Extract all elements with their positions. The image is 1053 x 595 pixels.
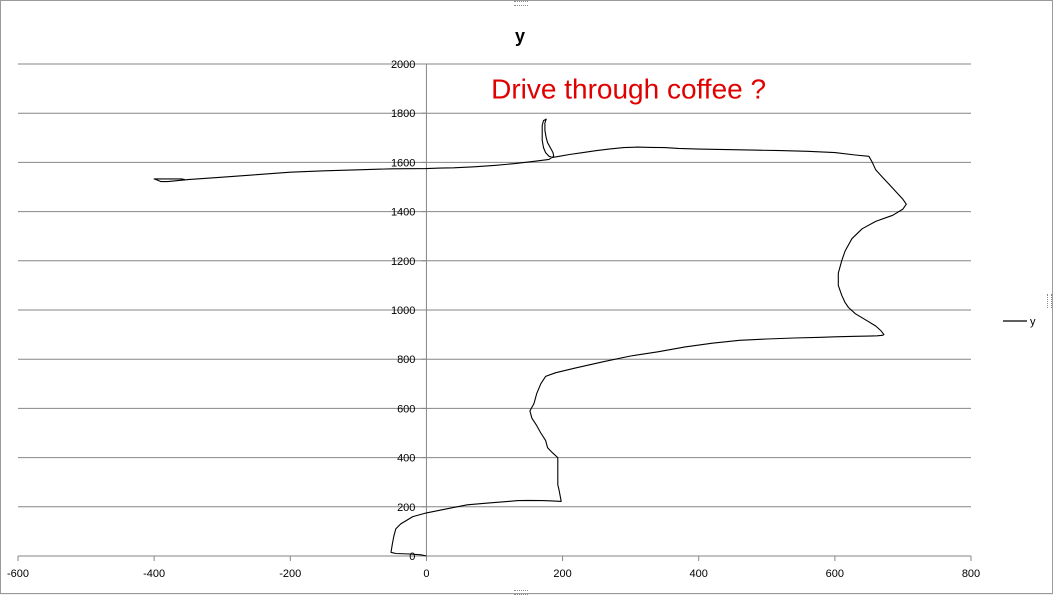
y-tick-label-800: 800 — [397, 354, 415, 366]
y-tick-label-1000: 1000 — [391, 305, 415, 317]
y-tick-label-1200: 1200 — [391, 256, 415, 268]
annotation-text: Drive through coffee ? — [491, 73, 766, 104]
axes — [17, 63, 972, 561]
x-tick-label-600: 600 — [826, 568, 844, 580]
legend[interactable]: y — [1003, 316, 1036, 328]
y-tick-label-1400: 1400 — [391, 207, 415, 219]
x-tick-label-200: 200 — [553, 568, 571, 580]
tick-labels: 0200400600800100012001400160018002000-60… — [7, 59, 980, 580]
legend-label: y — [1030, 316, 1036, 328]
chart-title: y — [515, 26, 525, 46]
y-tick-label-1800: 1800 — [391, 108, 415, 120]
x-tick-label--200: -200 — [279, 568, 301, 580]
x-tick-label-400: 400 — [690, 568, 708, 580]
y-tick-label-1600: 1600 — [391, 157, 415, 169]
x-tick-label--600: -600 — [7, 568, 29, 580]
x-tick-label--400: -400 — [143, 568, 165, 580]
series-line-y[interactable] — [153, 118, 907, 557]
x-tick-label-800: 800 — [962, 568, 980, 580]
resize-handle-right[interactable] — [1047, 294, 1052, 308]
y-tick-label-0: 0 — [409, 551, 415, 563]
y-tick-label-400: 400 — [397, 453, 415, 465]
plot-area — [153, 118, 907, 557]
resize-handle-top[interactable] — [514, 1, 528, 6]
gridlines — [18, 63, 971, 508]
x-tick-label-0: 0 — [423, 568, 429, 580]
y-tick-label-200: 200 — [397, 502, 415, 514]
y-tick-label-2000: 2000 — [391, 59, 415, 71]
y-tick-label-600: 600 — [397, 403, 415, 415]
